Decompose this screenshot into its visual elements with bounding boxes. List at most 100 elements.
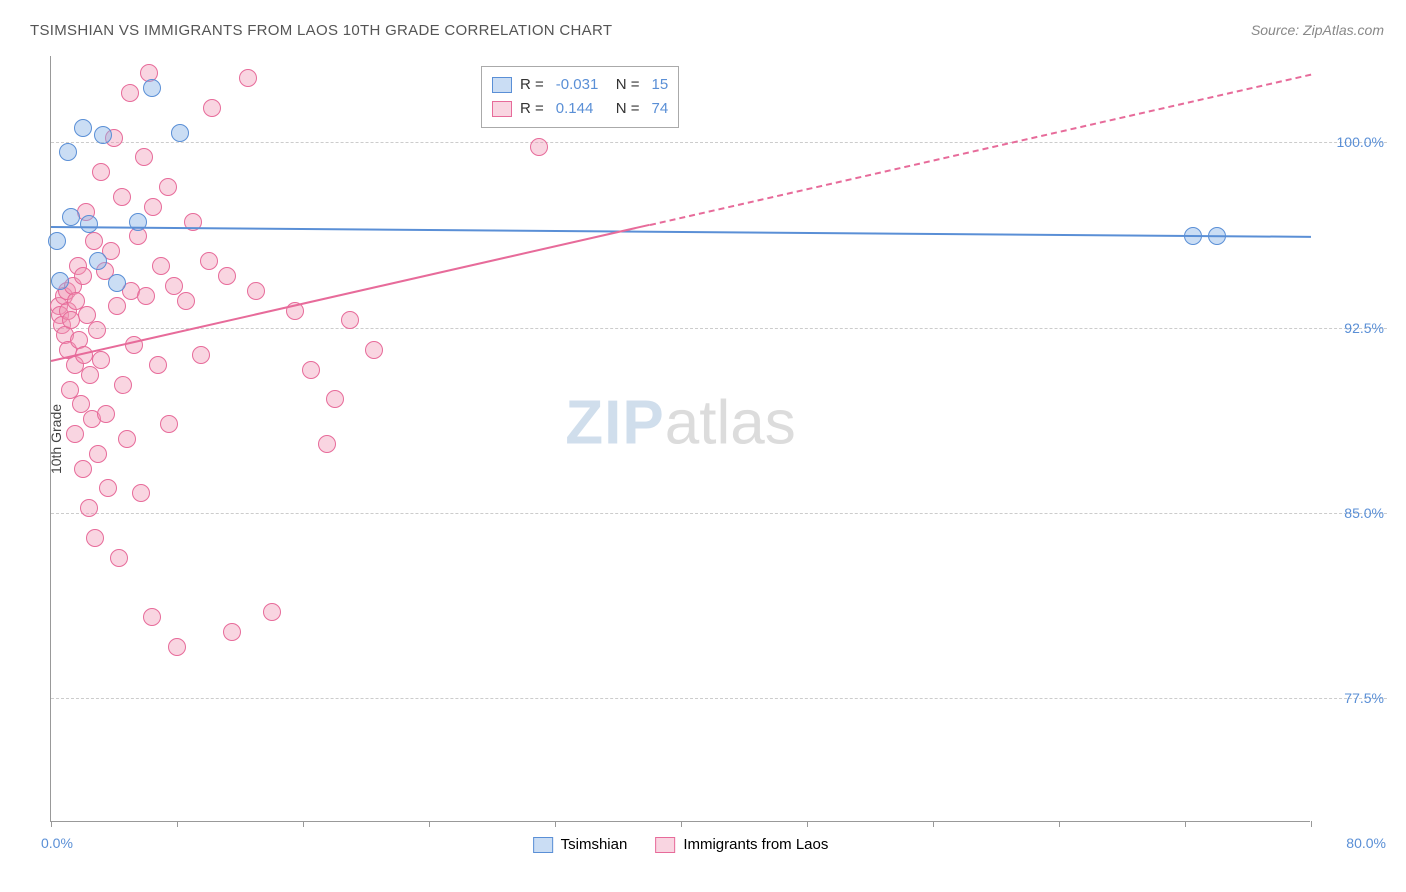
y-axis-title: 10th Grade <box>48 403 64 473</box>
legend-swatch <box>492 101 512 117</box>
x-tick <box>681 821 682 827</box>
scatter-point <box>94 126 112 144</box>
y-tick-label: 85.0% <box>1344 505 1384 521</box>
scatter-point <box>530 138 548 156</box>
scatter-point <box>203 99 221 117</box>
scatter-point <box>218 267 236 285</box>
bottom-legend-label: Tsimshian <box>561 836 628 853</box>
scatter-point <box>318 435 336 453</box>
bottom-legend: Tsimshian Immigrants from Laos <box>533 836 829 853</box>
legend-stats-row: R = -0.031 N = 15 <box>492 73 668 97</box>
scatter-point <box>341 311 359 329</box>
scatter-point <box>165 277 183 295</box>
x-tick <box>429 821 430 827</box>
legend-r-label: R = <box>520 73 544 97</box>
scatter-point <box>168 638 186 656</box>
scatter-point <box>143 79 161 97</box>
legend-r-label: R = <box>520 97 544 121</box>
scatter-point <box>108 274 126 292</box>
x-tick <box>555 821 556 827</box>
grid-line <box>51 142 1387 143</box>
scatter-point <box>247 282 265 300</box>
scatter-point <box>326 390 344 408</box>
scatter-point <box>88 321 106 339</box>
x-axis-max-label: 80.0% <box>1346 835 1386 851</box>
watermark-zip: ZIP <box>565 389 664 458</box>
scatter-point <box>192 346 210 364</box>
scatter-point <box>62 208 80 226</box>
legend-stats-row: R = 0.144 N = 74 <box>492 97 668 121</box>
scatter-point <box>149 356 167 374</box>
scatter-point <box>113 188 131 206</box>
legend-n-value: 74 <box>652 97 669 121</box>
scatter-point <box>171 124 189 142</box>
scatter-point <box>200 252 218 270</box>
legend-r-value: -0.031 <box>556 73 608 97</box>
scatter-point <box>97 405 115 423</box>
legend-swatch <box>533 837 553 853</box>
legend-r-value: 0.144 <box>556 97 608 121</box>
scatter-point <box>152 257 170 275</box>
scatter-point <box>59 143 77 161</box>
bottom-legend-item: Tsimshian <box>533 836 628 853</box>
x-tick <box>1185 821 1186 827</box>
legend-n-value: 15 <box>652 73 669 97</box>
scatter-point <box>51 272 69 290</box>
scatter-point <box>80 499 98 517</box>
scatter-point <box>80 215 98 233</box>
scatter-point <box>223 623 241 641</box>
x-tick <box>51 821 52 827</box>
scatter-point <box>160 415 178 433</box>
scatter-point <box>114 376 132 394</box>
x-tick <box>1059 821 1060 827</box>
scatter-point <box>86 529 104 547</box>
plot-area: 10th Grade ZIPatlas 0.0% 80.0% R =-0.031… <box>50 56 1310 822</box>
scatter-point <box>48 232 66 250</box>
watermark: ZIPatlas <box>565 388 795 459</box>
scatter-point <box>110 549 128 567</box>
scatter-point <box>74 119 92 137</box>
x-tick <box>303 821 304 827</box>
scatter-point <box>92 163 110 181</box>
scatter-point <box>159 178 177 196</box>
y-tick-label: 92.5% <box>1344 320 1384 336</box>
x-tick <box>933 821 934 827</box>
legend-n-label: N = <box>616 73 640 97</box>
bottom-legend-label: Immigrants from Laos <box>683 836 828 853</box>
grid-line <box>51 513 1387 514</box>
scatter-point <box>89 445 107 463</box>
y-tick-label: 100.0% <box>1337 134 1384 150</box>
x-tick <box>807 821 808 827</box>
trend-line-extrapolated <box>649 73 1311 225</box>
scatter-point <box>92 351 110 369</box>
bottom-legend-item: Immigrants from Laos <box>655 836 828 853</box>
scatter-point <box>108 297 126 315</box>
scatter-point <box>137 287 155 305</box>
scatter-point <box>144 198 162 216</box>
legend-stats-box: R = -0.031 N = 15 R = 0.144 N = 74 <box>481 66 679 128</box>
scatter-point <box>89 252 107 270</box>
x-tick <box>177 821 178 827</box>
scatter-point <box>135 148 153 166</box>
source-label: Source: ZipAtlas.com <box>1251 22 1384 38</box>
scatter-point <box>74 267 92 285</box>
scatter-point <box>85 232 103 250</box>
grid-line <box>51 328 1387 329</box>
legend-n-label: N = <box>616 97 640 121</box>
y-tick-label: 77.5% <box>1344 690 1384 706</box>
grid-line <box>51 698 1387 699</box>
scatter-point <box>81 366 99 384</box>
chart-title: TSIMSHIAN VS IMMIGRANTS FROM LAOS 10TH G… <box>30 22 612 39</box>
scatter-point <box>177 292 195 310</box>
x-axis-min-label: 0.0% <box>41 835 73 851</box>
scatter-point <box>143 608 161 626</box>
scatter-point <box>239 69 257 87</box>
scatter-point <box>302 361 320 379</box>
scatter-point <box>66 425 84 443</box>
legend-swatch <box>655 837 675 853</box>
watermark-atlas: atlas <box>665 389 796 458</box>
scatter-point <box>118 430 136 448</box>
trend-line <box>51 226 1311 238</box>
scatter-point <box>121 84 139 102</box>
scatter-point <box>263 603 281 621</box>
